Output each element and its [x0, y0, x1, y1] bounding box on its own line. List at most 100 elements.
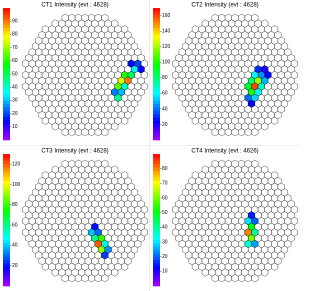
z-tick-label: 50 — [12, 71, 18, 77]
color-bar-segment — [153, 220, 160, 224]
camera-pixel — [201, 19, 209, 28]
color-bar-segment — [153, 157, 160, 161]
camera-pixel — [61, 13, 69, 22]
color-bar-segment — [3, 190, 10, 194]
lit-pixel — [248, 99, 255, 108]
color-bar-segment — [153, 236, 160, 241]
color-bar-segment — [3, 97, 10, 101]
camera-pixel — [211, 13, 219, 22]
z-tick-label: 60 — [12, 58, 18, 64]
camera-pixel — [271, 171, 279, 180]
color-bar-segment — [153, 180, 160, 184]
camera-pixel — [74, 159, 82, 168]
color-bar-segment — [3, 31, 10, 35]
color-bar-segment — [3, 259, 10, 264]
camera-pixel — [218, 13, 226, 22]
color-bar-segment — [153, 100, 160, 104]
z-tick-label: 10 — [12, 124, 18, 130]
z-tick-label: 80 — [162, 166, 168, 172]
color-bar-segment — [153, 103, 160, 108]
z-tick-label: 30 — [12, 98, 18, 104]
color-bar-segment — [153, 200, 160, 204]
color-bar-segment — [3, 64, 10, 68]
color-bar-segment — [153, 190, 160, 194]
color-bar-segment — [153, 126, 160, 131]
color-bar-segment — [3, 24, 10, 29]
color-bar-segment — [153, 130, 160, 134]
z-tick-label: 50 — [162, 210, 168, 216]
color-bar-segment — [3, 37, 10, 42]
color-bar-segment — [3, 126, 10, 131]
color-bar-segment — [3, 8, 10, 12]
z-tick-label: 100 — [162, 60, 171, 66]
color-bar-segment — [3, 44, 10, 48]
color-bar-segment — [3, 27, 10, 32]
color-bar-segment — [153, 196, 160, 201]
color-bar-segment — [153, 276, 160, 280]
color-bar-segment — [153, 80, 160, 85]
color-bar-segment — [153, 183, 160, 188]
color-bar-segment — [3, 220, 10, 224]
z-tick-label: 20 — [12, 263, 18, 269]
z-tick-label: 20 — [12, 111, 18, 117]
camera-pixel — [88, 13, 96, 22]
color-bar-segment — [153, 133, 160, 137]
color-bar-segment — [153, 11, 160, 15]
color-bar-segment — [3, 157, 10, 161]
color-bar-segment — [153, 187, 160, 191]
color-bar-segment — [3, 200, 10, 204]
color-bar-segment — [153, 272, 160, 277]
z-tick-label: 10 — [162, 269, 168, 275]
z-tick-label: 40 — [162, 106, 168, 112]
color-bar-segment — [3, 60, 10, 65]
z-tick-label: 40 — [162, 225, 168, 231]
color-bar-segment — [153, 193, 160, 198]
camera-pixel — [261, 19, 269, 28]
z-tick-label: 120 — [12, 161, 21, 167]
color-bar-segment — [153, 44, 160, 48]
camera-pixel — [224, 13, 232, 22]
lit-pixel — [251, 239, 259, 248]
color-bar-segment — [153, 113, 160, 118]
lit-pixel — [137, 65, 145, 74]
camera-pixel — [94, 13, 102, 22]
color-bar-segment — [3, 67, 10, 71]
camera-pixel — [51, 165, 59, 174]
camera-pixel — [41, 25, 49, 34]
z-tick-label: 40 — [12, 85, 18, 91]
color-bar-segment — [153, 64, 160, 68]
color-bar-segment — [153, 243, 160, 247]
z-tick-label: 90 — [12, 19, 18, 25]
color-bar-segment — [153, 256, 160, 260]
color-bar-segment — [3, 173, 10, 178]
color-bar-segment — [153, 170, 160, 175]
camera-pixel — [231, 13, 239, 22]
color-bar-segment — [153, 67, 160, 71]
color-bar-segment — [153, 223, 160, 227]
color-bar-segment — [3, 206, 10, 211]
color-bar-segment — [3, 41, 10, 45]
camera-pixel — [94, 159, 102, 168]
camera-pixel — [191, 171, 199, 180]
camera-panel: CT2 Intensity (evt : 4628) 20 40 60 80 100 120… — [153, 3, 298, 141]
color-bar-segment — [153, 27, 160, 32]
color-bar-segment — [3, 130, 10, 134]
color-bar-segment — [3, 123, 10, 128]
z-tick-label: 20 — [162, 122, 168, 128]
color-bar-segment — [153, 50, 160, 55]
color-bar-segment — [3, 187, 10, 191]
color-bar-segment — [153, 37, 160, 42]
color-bar-segment — [153, 160, 160, 165]
color-bar-segment — [153, 173, 160, 178]
color-bar-segment — [153, 249, 160, 254]
color-bar-segment — [3, 249, 10, 254]
z-tick-label: 80 — [162, 75, 168, 81]
color-bar-segment — [153, 54, 160, 58]
color-bar-segment — [3, 17, 10, 22]
color-bar-segment — [153, 47, 160, 52]
color-bar-segment — [3, 183, 10, 188]
color-bar-segment — [3, 282, 10, 287]
color-bar-segment — [3, 196, 10, 201]
color-bar-segment — [3, 70, 10, 75]
color-bar-segment — [3, 170, 10, 175]
